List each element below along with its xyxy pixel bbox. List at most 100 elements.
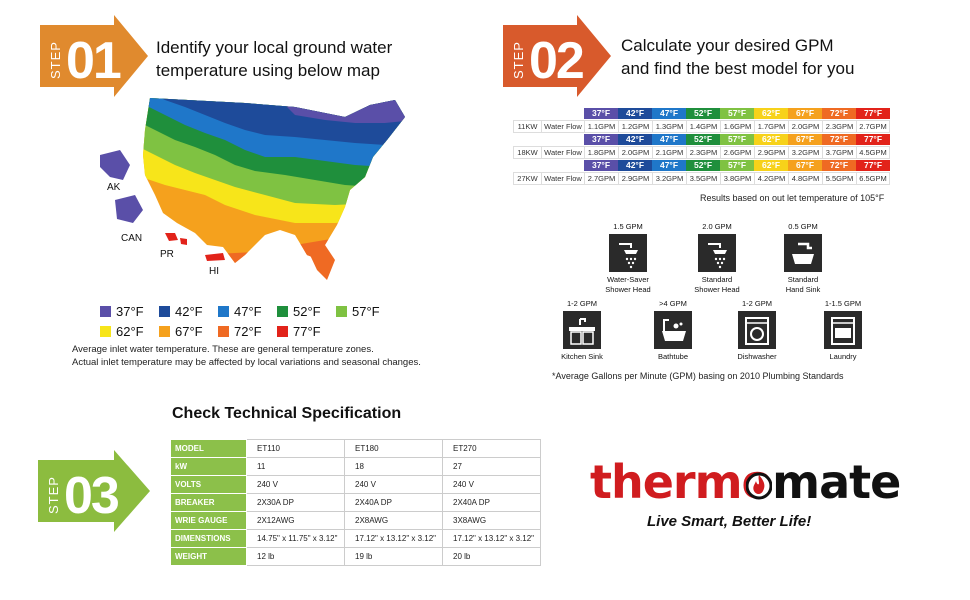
us-temperature-map [100, 98, 405, 280]
gpm-row: 27KW Water Flow 2.7GPM 2.9GPM 3.2GPM 3.5GPM 3.… [513, 172, 890, 185]
legend-row: 62°F 67°F 72°F 77°F [100, 322, 400, 340]
legend-label: 42°F [175, 303, 203, 319]
gpm-value-cell: 5.5GPM [822, 173, 856, 184]
gpm-value-cell: 1.8GPM [584, 147, 618, 158]
spec-value: 2X30A DP [246, 493, 345, 512]
fixture-label: Bathtube [657, 352, 689, 361]
step-02-number: 02 [529, 32, 585, 90]
gpm-temp-cell: 57°F [720, 134, 754, 145]
temperature-legend: 37°F 42°F 47°F 52°F 57°F 62°F 67°F 72°F 77°F [100, 302, 400, 342]
gpm-value-cell: 2.0GPM [788, 121, 822, 132]
gpm-value-cell: 2.0GPM [618, 147, 652, 158]
spec-value: 27 [442, 457, 541, 476]
legend-label: 67°F [175, 323, 203, 339]
gpm-temp-cell: 37°F [584, 108, 618, 119]
legend-item: 42°F [159, 302, 218, 320]
legend-label: 47°F [234, 303, 262, 319]
spec-value: 20 lb [442, 547, 541, 566]
fixture-label: Standard [701, 275, 733, 284]
spec-label: VOLTS [170, 475, 247, 494]
gpm-temp-cell: 67°F [788, 134, 822, 145]
gpm-temp-cell: 42°F [618, 108, 652, 119]
gpm-temp-cell: 72°F [822, 160, 856, 171]
fixture-gpm: >4 GPM [659, 299, 687, 308]
gpm-temp-cell: 62°F [754, 160, 788, 171]
gpm-value-cell: 2.3GPM [822, 121, 856, 132]
fixture-label-2: Shower Head [694, 285, 740, 294]
gpm-temp-cell: 67°F [788, 108, 822, 119]
fixture-item: 1-2 GPM Kitchen Sink [552, 299, 612, 362]
spec-value: ET180 [344, 439, 443, 458]
gpm-row-label: Water Flow [541, 147, 584, 158]
gpm-temp-cell: 47°F [652, 134, 686, 145]
gpm-temp-cell: 67°F [788, 160, 822, 171]
spec-value: 17.12" x 13.12" x 3.12" [344, 529, 443, 548]
legend-label: 62°F [116, 323, 144, 339]
laundry-icon [824, 311, 862, 349]
gpm-value-cell: 2.6GPM [720, 147, 754, 158]
legend-item: 62°F [100, 322, 159, 340]
fixture-label: Laundry [829, 352, 857, 361]
gpm-temp-cell: 72°F [822, 108, 856, 119]
spec-row: kW 11 18 27 [170, 457, 541, 476]
legend-swatch [336, 305, 347, 317]
spec-value: 240 V [442, 475, 541, 494]
legend-swatch [277, 305, 288, 317]
spec-label: WRIE GAUGE [170, 511, 247, 530]
gpm-value-cell: 4.2GPM [754, 173, 788, 184]
gpm-kw: 11KW [513, 121, 541, 132]
shower-icon [698, 234, 736, 272]
spec-value: 3X8AWG [442, 511, 541, 530]
spec-value: ET110 [246, 439, 345, 458]
spec-value: 11 [246, 457, 345, 476]
gpm-temp-cell: 42°F [618, 160, 652, 171]
fixture-label: Standard [787, 275, 819, 284]
step-01-badge: STEP 01 [40, 15, 148, 97]
spec-row: MODEL ET110 ET180 ET270 [170, 439, 541, 458]
legend-swatch [218, 305, 229, 317]
map-label-can: CAN [121, 233, 143, 244]
spec-label: MODEL [170, 439, 247, 458]
legend-row: 37°F 42°F 47°F 52°F 57°F [100, 302, 400, 320]
legend-item: 47°F [218, 302, 277, 320]
gpm-value-cell: 2.7GPM [584, 173, 618, 184]
gpm-temp-cell: 77°F [856, 160, 890, 171]
legend-swatch [100, 305, 111, 317]
legend-item: 37°F [100, 302, 159, 320]
gpm-value-cell: 1.4GPM [686, 121, 720, 132]
fixture-label: Water-Saver [607, 275, 649, 284]
gpm-temp-cell: 77°F [856, 108, 890, 119]
gpm-value-cell: 2.9GPM [618, 173, 652, 184]
fixture-item: 2.0 GPM Standard Shower Head [687, 222, 747, 295]
gpm-temp-cell: 42°F [618, 134, 652, 145]
shower-icon [609, 234, 647, 272]
legend-label: 57°F [352, 303, 380, 319]
spec-label: BREAKER [170, 493, 247, 512]
fixture-item: 1-2 GPM Dishwasher [727, 299, 787, 362]
fixture-label: Kitchen Sink [561, 352, 603, 361]
step-03-number: 03 [64, 467, 120, 525]
step-02-word: STEP [511, 41, 526, 79]
fixture-gpm: 1-2 GPM [566, 299, 597, 308]
spec-value: ET270 [442, 439, 541, 458]
thermomate-logo: thermomate [590, 455, 901, 509]
legend-label: 77°F [293, 323, 321, 339]
gpm-value-cell: 4.8GPM [788, 173, 822, 184]
step-01-number: 01 [66, 32, 122, 90]
fixture-item: >4 GPM Bathtube [643, 299, 703, 362]
gpm-value-cell: 3.5GPM [686, 173, 720, 184]
spec-label: WEIGHT [170, 547, 247, 566]
gpm-temp-cell: 52°F [686, 134, 720, 145]
gpm-value-cell: 1.2GPM [618, 121, 652, 132]
spec-value: 240 V [344, 475, 443, 494]
gpm-row: 11KW Water Flow 1.1GPM 1.2GPM 1.3GPM 1.4GPM 1.… [513, 120, 890, 133]
gpm-value-cell: 1.3GPM [652, 121, 686, 132]
legend-swatch [277, 325, 288, 337]
gpm-temp-header: 37°F 42°F 47°F 52°F 57°F 62°F 67°F 72°F 77°F [584, 134, 890, 145]
gpm-temp-cell: 47°F [652, 108, 686, 119]
spec-value: 14.75" x 11.75" x 3.12" [246, 529, 345, 548]
spec-label: DIMENSTIONS [170, 529, 247, 548]
map-label-pr: PR [160, 249, 174, 260]
gpm-row-label: Water Flow [541, 121, 584, 132]
spec-value: 240 V [246, 475, 345, 494]
